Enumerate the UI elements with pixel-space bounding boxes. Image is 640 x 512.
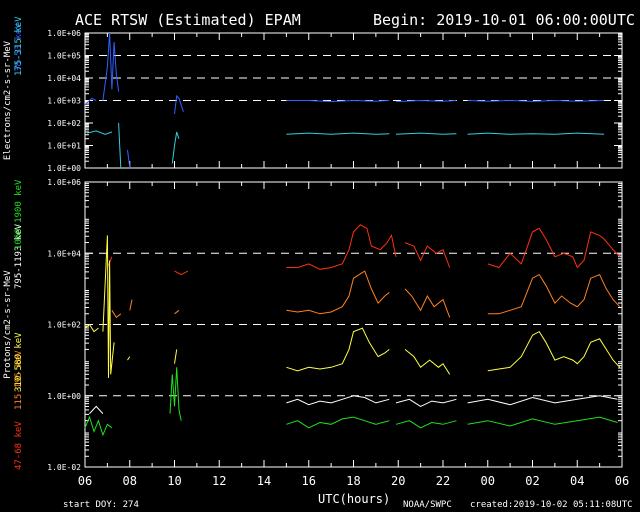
series-line xyxy=(286,132,390,135)
series-line xyxy=(127,356,131,361)
x-tick-label: 10 xyxy=(167,474,181,488)
series-label: 1060-1900 keV xyxy=(14,179,24,250)
y-tick-label: 1.0E-02 xyxy=(47,463,81,472)
begin-time: Begin: 2019-10-01 06:00:00UTC xyxy=(373,11,635,29)
series-line xyxy=(174,349,178,364)
series-line xyxy=(174,309,180,315)
series-line xyxy=(395,420,457,429)
series-line xyxy=(169,367,182,421)
series-line xyxy=(286,395,390,406)
x-tick-label: 02 xyxy=(525,474,539,488)
series-label: 310-580 keV xyxy=(14,332,24,392)
series-line xyxy=(467,99,605,102)
series-line xyxy=(286,224,397,270)
protons-panel: 1.0E-02 1.0E+00 1.0E+02 1.0E+04 1.0E+06 06 08 1… xyxy=(3,178,629,488)
y-tick-label: 1.0E+06 xyxy=(47,29,81,38)
series-line xyxy=(467,395,618,406)
x-tick-label: 00 xyxy=(481,474,495,488)
series-label: 115-195 keV xyxy=(14,350,24,410)
x-tick-label: 06 xyxy=(615,474,629,488)
series-line xyxy=(404,349,451,375)
series-line xyxy=(129,299,133,311)
chart-title: ACE RTSW (Estimated) EPAM xyxy=(75,11,301,29)
series-line xyxy=(286,327,390,372)
y-tick-label: 1.0E+02 xyxy=(47,119,81,128)
series-line xyxy=(84,415,113,437)
series-line xyxy=(84,323,99,333)
created-timestamp: created:2019-10-02 05:11:08UTC xyxy=(470,500,633,510)
y-tick-label: 1.0E+04 xyxy=(47,249,81,258)
series-line xyxy=(487,227,621,269)
x-tick-label: 08 xyxy=(123,474,137,488)
series-line xyxy=(84,97,97,106)
series-line xyxy=(286,270,390,315)
series-label: 47-68 keV xyxy=(14,421,24,470)
series-line xyxy=(404,288,451,318)
y-tick-label: 1.0E+00 xyxy=(47,164,81,173)
series-line xyxy=(395,132,457,135)
series-line xyxy=(87,130,113,135)
y-tick-label: 1.0E+03 xyxy=(47,97,81,106)
x-tick-label: 16 xyxy=(302,474,316,488)
series-line xyxy=(404,242,451,268)
series-line xyxy=(89,405,104,414)
chart-panels: 1.0E+00 1.0E+01 1.0E+02 1.0E+03 1.0E+04 1.0E+… xyxy=(3,16,629,488)
series-label: 38-53 keV xyxy=(14,23,24,72)
series-label: 795-1193 keV xyxy=(14,223,24,289)
x-tick-label: 12 xyxy=(212,474,226,488)
x-tick-label: 06 xyxy=(78,474,92,488)
y-tick-label: 1.0E+04 xyxy=(47,74,81,83)
x-tick-label: 14 xyxy=(257,474,271,488)
series-line xyxy=(171,131,180,164)
y-tick-label: 1.0E+01 xyxy=(47,142,81,151)
x-axis-label: UTC(hours) xyxy=(318,492,390,506)
series-line xyxy=(118,122,122,169)
y-tick-label: 1.0E+02 xyxy=(47,321,81,330)
series-line xyxy=(174,270,189,276)
series-line xyxy=(286,416,390,429)
y-tick-label: 1.0E+06 xyxy=(47,178,81,187)
series-line xyxy=(127,149,131,169)
x-tick-label: 20 xyxy=(391,474,405,488)
y-tick-label: 1.0E+05 xyxy=(47,52,81,61)
y-axis-title: Electrons/cm2-s-sr-MeV xyxy=(3,40,13,160)
series-line xyxy=(111,310,122,319)
series-line xyxy=(467,132,605,135)
agency-label: NOAA/SWPC xyxy=(403,500,452,510)
series-line xyxy=(395,99,457,103)
series-line xyxy=(395,398,457,407)
x-tick-label: 18 xyxy=(346,474,360,488)
series-line xyxy=(102,32,120,101)
series-line xyxy=(102,235,115,378)
series-line xyxy=(467,416,618,427)
series-line xyxy=(487,330,621,372)
series-line xyxy=(286,99,390,103)
x-tick-label: 04 xyxy=(570,474,584,488)
y-tick-label: 1.0E+00 xyxy=(47,392,81,401)
y-axis-title: Protons/cm2-s-sr-MeV xyxy=(3,270,13,379)
series-line xyxy=(174,94,184,115)
series-label: 175-315 keV xyxy=(14,16,24,76)
x-tick-label: 22 xyxy=(436,474,450,488)
start-doy: start DOY: 274 xyxy=(63,500,139,510)
series-line xyxy=(487,273,621,315)
electrons-panel: 1.0E+00 1.0E+01 1.0E+02 1.0E+03 1.0E+04 1.0E+… xyxy=(3,16,623,173)
